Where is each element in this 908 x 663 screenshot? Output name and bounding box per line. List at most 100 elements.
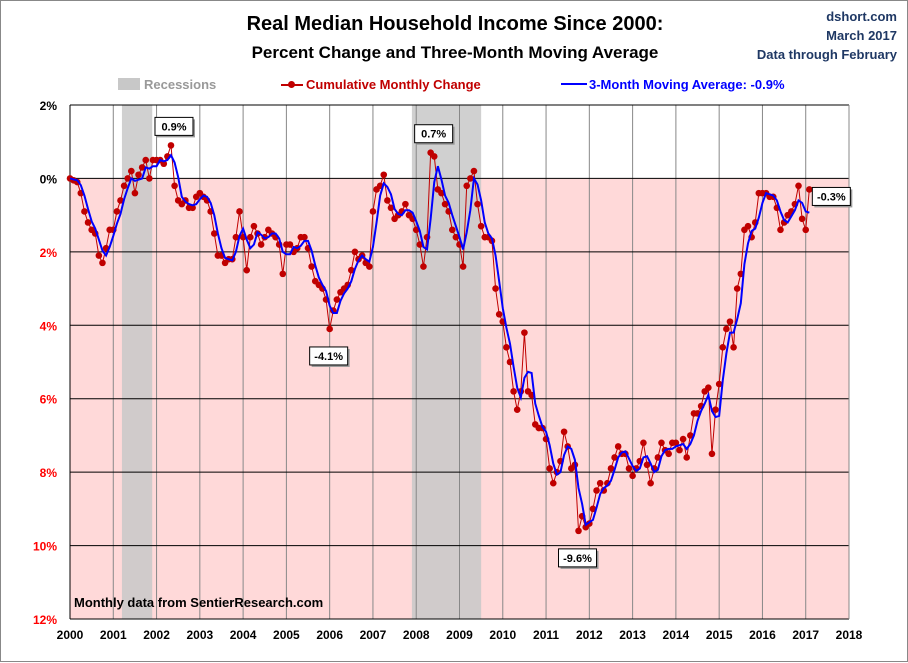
y-tick-label: 2%	[40, 99, 58, 113]
monthly-point	[640, 439, 647, 447]
monthly-point	[124, 175, 132, 182]
monthly-point	[257, 241, 265, 248]
monthly-point	[549, 479, 557, 487]
callout-label: 0.7%	[421, 129, 446, 141]
monthly-point	[643, 461, 651, 469]
recession-band	[411, 105, 482, 619]
x-tick-label: 2003	[186, 628, 213, 642]
monthly-point	[236, 208, 243, 215]
monthly-point	[474, 200, 481, 208]
monthly-point	[81, 208, 88, 215]
monthly-point	[625, 465, 633, 472]
monthly-point	[589, 505, 597, 513]
monthly-point	[470, 167, 478, 175]
monthly-point	[420, 263, 427, 270]
monthly-point	[247, 233, 254, 241]
monthly-point	[726, 318, 734, 325]
monthly-point	[99, 259, 106, 267]
monthly-point	[744, 222, 752, 230]
monthly-point	[687, 432, 694, 439]
monthly-point	[441, 200, 449, 208]
monthly-point	[128, 167, 135, 175]
y-tick-label: 4%	[40, 319, 58, 333]
monthly-point	[117, 197, 124, 204]
y-tick-label: 0%	[40, 172, 58, 186]
monthly-point	[369, 208, 377, 215]
monthly-point	[308, 263, 315, 270]
annotation-callout: 0.7%	[414, 124, 455, 145]
legend-average: 3-Month Moving Average: -0.9%	[589, 77, 785, 92]
monthly-point	[416, 241, 424, 248]
x-tick-label: 2012	[576, 628, 603, 642]
legend-recessions: Recessions	[144, 77, 217, 92]
monthly-point	[777, 226, 784, 234]
monthly-point	[131, 189, 139, 197]
monthly-point	[301, 233, 308, 241]
monthly-point	[351, 248, 359, 256]
monthly-point	[683, 454, 691, 461]
monthly-point	[672, 439, 680, 447]
callout-box	[154, 116, 194, 136]
monthly-point	[333, 296, 341, 303]
chart-title: Real Median Household Income Since 2000:	[246, 13, 664, 35]
y-tick-label: 10%	[33, 540, 57, 554]
x-tick-label: 2004	[230, 628, 257, 642]
monthly-point	[279, 270, 287, 278]
monthly-point	[575, 527, 582, 535]
callout-label: -9.6%	[563, 553, 592, 565]
x-tick-label: 2018	[836, 628, 863, 642]
x-tick-label: 2013	[619, 628, 646, 642]
monthly-point	[492, 285, 499, 292]
monthly-point	[629, 472, 636, 480]
date-label: March 2017	[826, 28, 897, 43]
annotation-callout: -0.3%	[811, 186, 853, 208]
monthly-point	[546, 465, 553, 472]
monthly-point	[452, 233, 460, 241]
monthly-point	[513, 406, 521, 414]
monthly-point	[719, 344, 727, 351]
x-tick-label: 2017	[792, 628, 819, 642]
callout-label: 0.9%	[161, 121, 186, 133]
monthly-point	[705, 384, 712, 392]
monthly-marker-icon	[288, 81, 295, 88]
monthly-point	[160, 160, 168, 168]
monthly-point	[708, 450, 716, 458]
monthly-point	[611, 454, 618, 461]
monthly-point	[614, 443, 622, 450]
monthly-point	[189, 204, 196, 212]
x-tick-label: 2007	[360, 628, 387, 642]
monthly-point	[142, 156, 150, 164]
monthly-point	[286, 241, 294, 248]
monthly-point	[658, 439, 665, 447]
monthly-point	[798, 215, 806, 223]
monthly-point	[723, 325, 730, 333]
y-tick-label: 8%	[40, 466, 58, 480]
monthly-point	[250, 222, 258, 230]
monthly-point	[430, 153, 438, 160]
monthly-point	[607, 465, 615, 472]
y-tick-label: 6%	[40, 393, 58, 407]
callout-box	[414, 124, 454, 144]
monthly-point	[210, 230, 218, 237]
monthly-point	[795, 182, 802, 190]
monthly-point	[510, 388, 517, 395]
monthly-point	[366, 263, 373, 270]
monthly-point	[521, 329, 528, 336]
average-swatch	[561, 83, 587, 85]
x-tick-label: 2010	[489, 628, 516, 642]
monthly-point	[384, 197, 391, 204]
monthly-point	[665, 450, 672, 458]
callout-label: -4.1%	[314, 351, 343, 363]
monthly-point	[730, 344, 737, 351]
y-tick-label: 2%	[40, 246, 58, 260]
monthly-point	[120, 182, 128, 190]
callout-label: -0.3%	[817, 191, 846, 203]
legend-monthly: Cumulative Monthly Change	[306, 77, 481, 92]
monthly-point	[495, 310, 503, 318]
monthly-point	[712, 406, 719, 414]
footnote: Monthly data from SentierResearch.com	[74, 595, 324, 610]
monthly-point	[503, 344, 510, 351]
x-tick-label: 2006	[316, 628, 343, 642]
callout-box	[558, 548, 598, 568]
